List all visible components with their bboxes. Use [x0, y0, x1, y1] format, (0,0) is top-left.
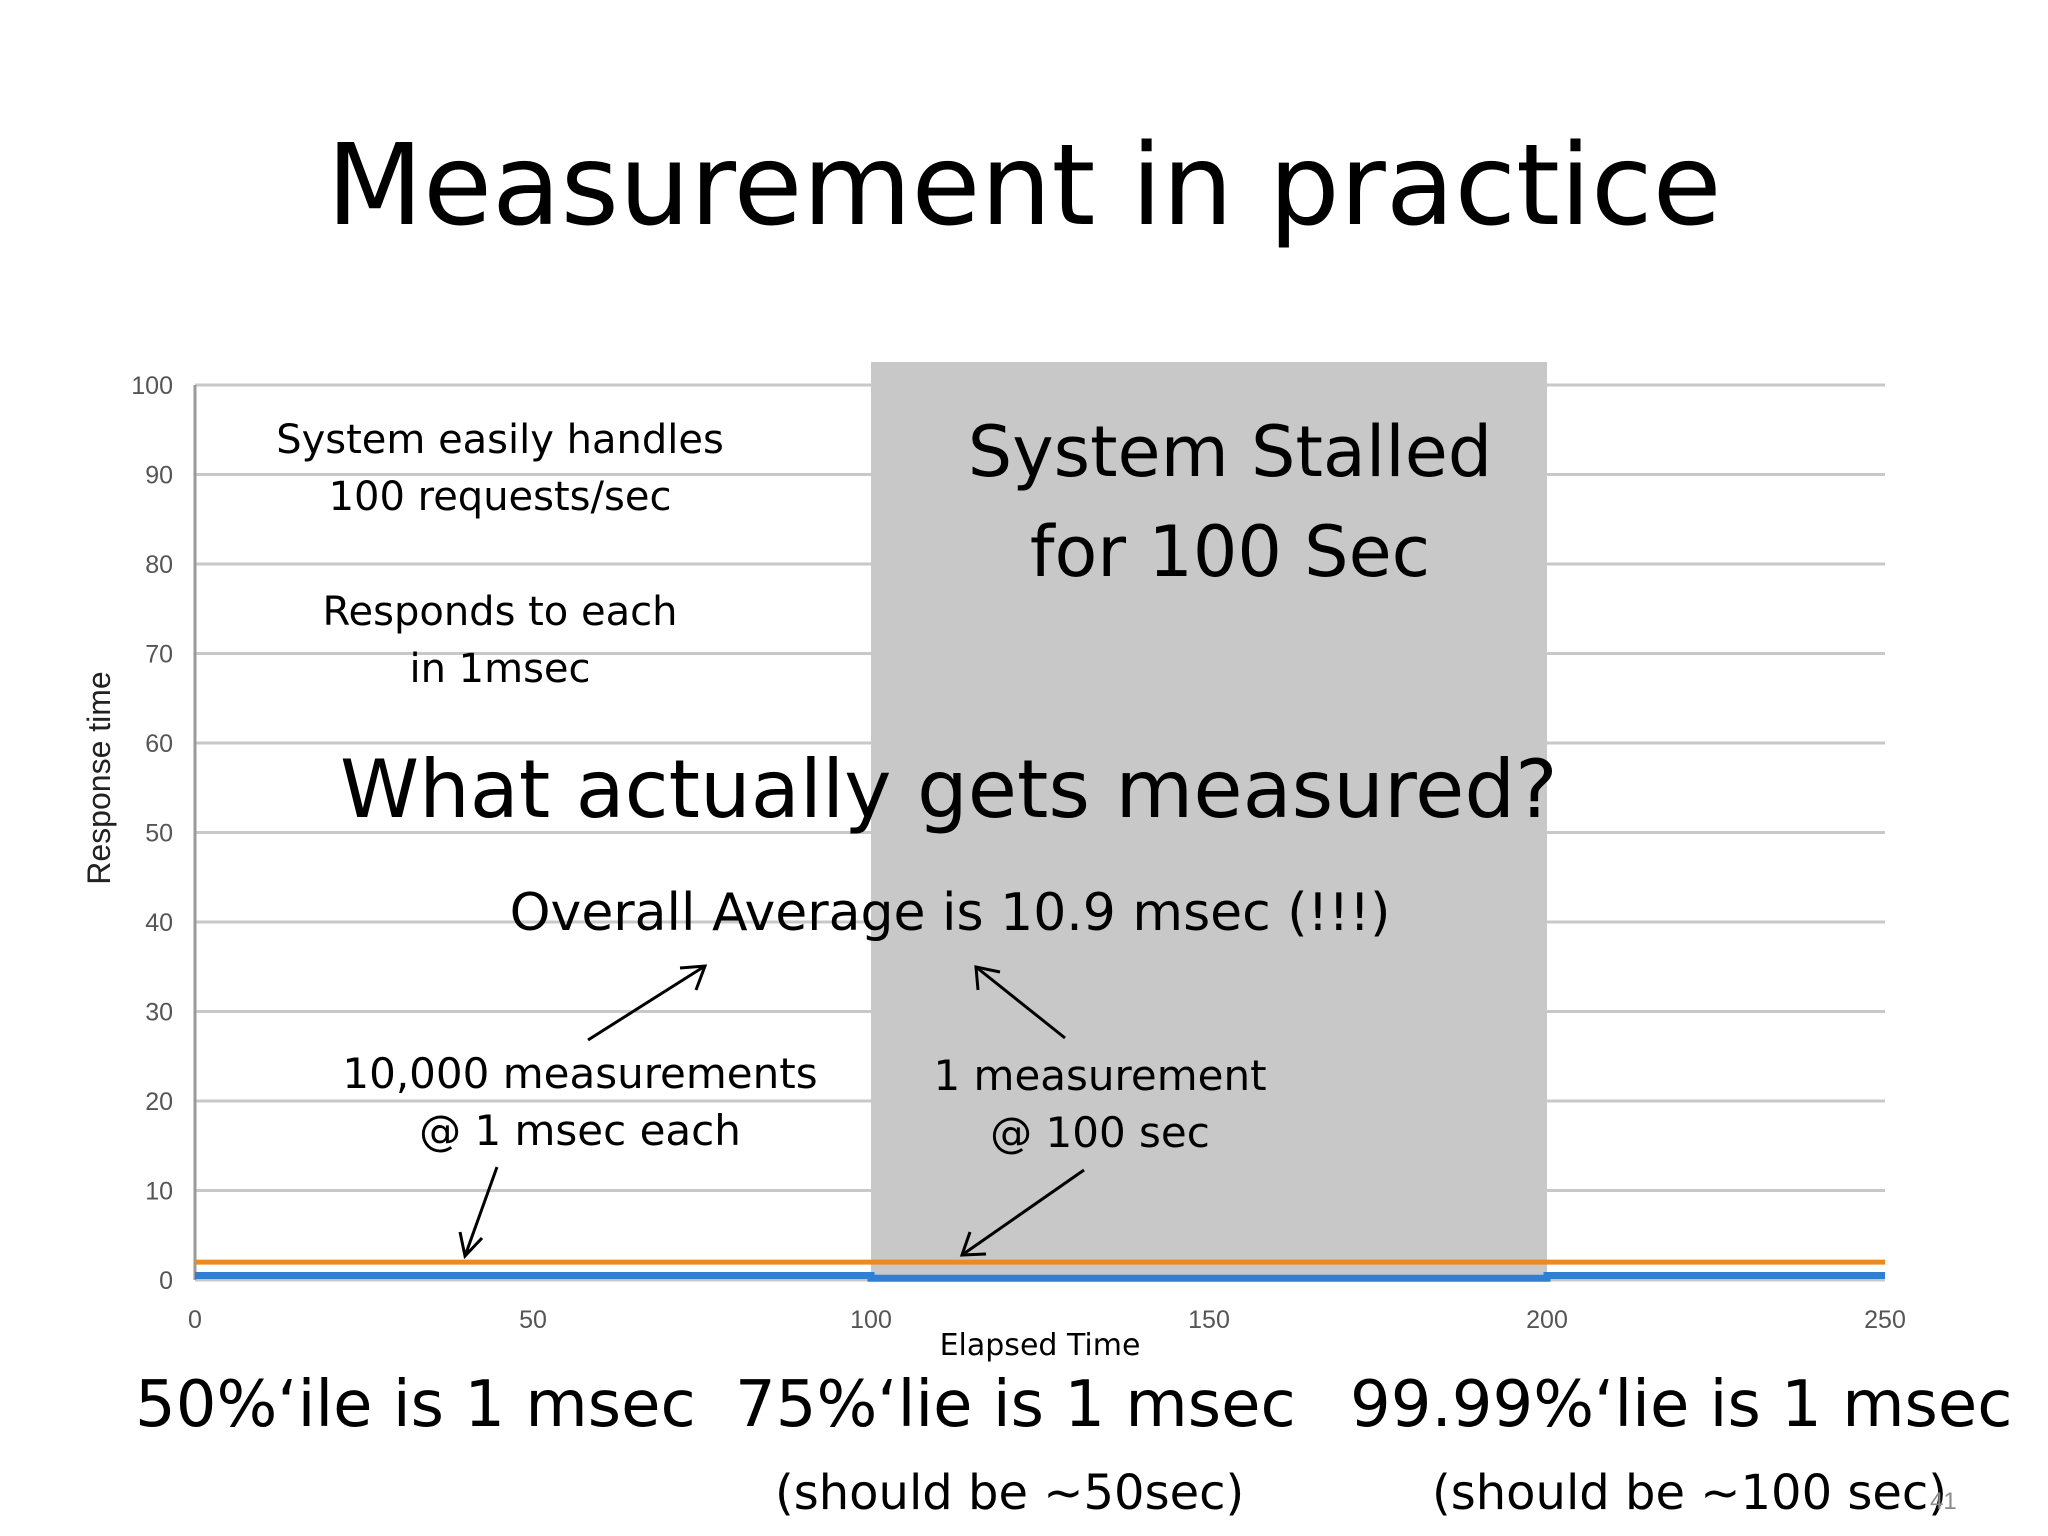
y-tick-label: 30	[145, 999, 173, 1027]
arrow-many-to-average	[587, 964, 706, 1042]
y-tick-label: 90	[145, 462, 173, 490]
x-tick-label: 100	[850, 1306, 892, 1334]
y-tick-label: 20	[145, 1088, 173, 1116]
series-line-2	[195, 1272, 1885, 1282]
x-tick-label: 50	[519, 1306, 547, 1334]
note-responds: Responds to each in 1msec	[240, 584, 760, 698]
note-should-be-50sec: (should be ~50sec)	[775, 1465, 1245, 1521]
slide-title: Measurement in practice	[326, 121, 1722, 251]
series-lines	[195, 1259, 1885, 1282]
y-tick-label: 10	[145, 1178, 173, 1206]
arrow-many-to-average-head	[679, 964, 708, 991]
overall-average-note: Overall Average is 10.9 msec (!!!)	[509, 883, 1391, 943]
note-responds-line-1: Responds to each	[322, 589, 678, 635]
y-tick-label: 60	[145, 730, 173, 758]
percentile-50: 50%‘ile is 1 msec	[135, 1368, 696, 1442]
grid-lines	[193, 383, 1885, 1282]
x-axis-title: Elapsed Time	[940, 1328, 1141, 1363]
note-one-measurement: 1 measurement @ 100 sec	[880, 1047, 1320, 1161]
note-many-line-2: @ 1 msec each	[419, 1106, 741, 1155]
arrow-one-to-average	[975, 965, 1066, 1040]
arrow-many-to-line	[463, 1166, 499, 1257]
note-handles: System easily handles 100 requests/sec	[240, 412, 760, 526]
note-one-line-1: 1 measurement	[933, 1051, 1267, 1100]
note-many-line-1: 10,000 measurements	[342, 1049, 818, 1098]
slide-number: 41	[1930, 1488, 1957, 1515]
x-tick-labels: 0 50 100 150 200 250	[188, 1306, 1906, 1334]
x-tick-label: 0	[188, 1306, 202, 1334]
note-handles-line-2: 100 requests/sec	[328, 474, 672, 520]
note-handles-line-1: System easily handles	[276, 417, 724, 463]
stall-band	[871, 362, 1547, 1280]
note-one-line-2: @ 100 sec	[990, 1108, 1210, 1157]
stall-label-line-2: for 100 Sec	[1030, 511, 1430, 593]
x-tick-label: 200	[1526, 1306, 1568, 1334]
x-tick-label: 150	[1188, 1306, 1230, 1334]
note-should-be-100sec: (should be ~100 sec)	[1432, 1465, 1948, 1521]
arrow-one-to-line-head	[959, 1231, 987, 1257]
percentile-75: 75%‘lie is 1 msec	[735, 1368, 1296, 1442]
y-tick-label: 50	[145, 820, 173, 848]
percentile-9999: 99.99%‘lie is 1 msec	[1350, 1368, 2013, 1442]
y-tick-label: 0	[159, 1267, 173, 1295]
y-tick-label: 40	[145, 909, 173, 937]
y-tick-label: 70	[145, 641, 173, 669]
note-responds-line-2: in 1msec	[409, 646, 591, 692]
arrow-one-to-average-head	[974, 965, 1001, 991]
question-heading: What actually gets measured?	[340, 743, 1558, 836]
y-axis-title: Response time	[81, 671, 117, 884]
x-tick-label: 250	[1864, 1306, 1906, 1334]
annotation-arrows	[458, 964, 1085, 1260]
arrow-one-to-line	[961, 1168, 1085, 1257]
note-many-measurements: 10,000 measurements @ 1 msec each	[320, 1045, 840, 1159]
y-tick-label: 100	[131, 372, 173, 400]
stall-label-line-1: System Stalled	[968, 411, 1492, 493]
arrow-many-to-line-head	[458, 1231, 484, 1260]
y-tick-label: 80	[145, 551, 173, 579]
y-tick-labels: 0 10 20 30 40 50 60 70 80 90 100	[131, 372, 173, 1295]
